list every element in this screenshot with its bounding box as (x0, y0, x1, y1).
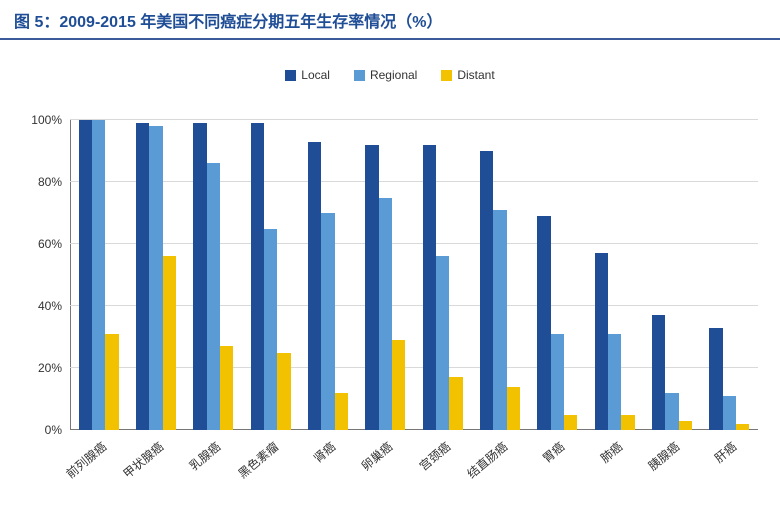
bar-regional (608, 334, 621, 430)
bar-local (709, 328, 722, 430)
title-bar: 图 5：2009-2015 年美国不同癌症分期五年生存率情况（%） (0, 0, 780, 40)
bar-local (595, 253, 608, 430)
y-tick-label: 80% (38, 175, 70, 189)
bar-group (652, 120, 692, 430)
x-tick-label: 乳腺癌 (186, 438, 225, 474)
bar-group (365, 120, 405, 430)
bar-distant (335, 393, 348, 430)
bar-local (480, 151, 493, 430)
bar-distant (105, 334, 118, 430)
bar-local (136, 123, 149, 430)
bar-distant (392, 340, 405, 430)
x-tick-label: 结直肠癌 (463, 438, 511, 482)
legend-label-distant: Distant (457, 68, 494, 82)
bar-group (79, 120, 119, 430)
bar-distant (621, 415, 634, 431)
x-tick-label: 黑色素瘤 (234, 438, 282, 482)
plot-area: 0%20%40%60%80%100% (70, 120, 758, 430)
x-tick-label: 宫颈癌 (415, 438, 454, 474)
legend-label-regional: Regional (370, 68, 417, 82)
x-tick-label: 胰腺癌 (644, 438, 683, 474)
bar-distant (163, 256, 176, 430)
bar-regional (493, 210, 506, 430)
x-tick-label: 肝癌 (711, 438, 740, 466)
bar-regional (264, 229, 277, 431)
x-tick-label: 肾癌 (310, 438, 339, 466)
bar-regional (723, 396, 736, 430)
bar-group (595, 120, 635, 430)
bar-group (480, 120, 520, 430)
legend-swatch-distant (441, 70, 452, 81)
x-tick-label: 前列腺癌 (62, 438, 110, 482)
bar-regional (436, 256, 449, 430)
y-tick-label: 60% (38, 237, 70, 251)
bar-distant (679, 421, 692, 430)
legend: Local Regional Distant (0, 68, 780, 82)
x-tick-label: 肺癌 (596, 438, 625, 466)
bar-regional (551, 334, 564, 430)
bar-local (193, 123, 206, 430)
legend-swatch-local (285, 70, 296, 81)
bar-group (251, 120, 291, 430)
bar-group (537, 120, 577, 430)
y-tick-label: 40% (38, 299, 70, 313)
y-axis-line (70, 120, 71, 430)
bar-local (652, 315, 665, 430)
bar-distant (449, 377, 462, 430)
legend-item-regional: Regional (354, 68, 417, 82)
figure-title: 图 5：2009-2015 年美国不同癌症分期五年生存率情况（%） (14, 8, 766, 32)
legend-item-distant: Distant (441, 68, 494, 82)
y-tick-label: 20% (38, 361, 70, 375)
bar-group (308, 120, 348, 430)
bar-local (251, 123, 264, 430)
bar-local (79, 120, 92, 430)
legend-label-local: Local (301, 68, 330, 82)
x-tick-label: 卵巢癌 (358, 438, 397, 474)
y-tick-label: 100% (31, 113, 70, 127)
bar-regional (665, 393, 678, 430)
bar-local (365, 145, 378, 430)
bar-group (193, 120, 233, 430)
bar-distant (277, 353, 290, 431)
x-tick-label: 甲状腺癌 (119, 438, 167, 482)
bar-local (423, 145, 436, 430)
bar-distant (220, 346, 233, 430)
bar-regional (379, 198, 392, 431)
bar-distant (507, 387, 520, 430)
bar-group (709, 120, 749, 430)
y-tick-label: 0% (45, 423, 70, 437)
figure-container: 图 5：2009-2015 年美国不同癌症分期五年生存率情况（%） Local R… (0, 0, 780, 522)
bar-regional (321, 213, 334, 430)
bar-regional (149, 126, 162, 430)
legend-swatch-regional (354, 70, 365, 81)
bar-distant (564, 415, 577, 431)
bar-local (537, 216, 550, 430)
x-axis-labels: 前列腺癌甲状腺癌乳腺癌黑色素瘤肾癌卵巢癌宫颈癌结直肠癌胃癌肺癌胰腺癌肝癌 (70, 430, 758, 522)
bar-local (308, 142, 321, 430)
legend-item-local: Local (285, 68, 330, 82)
bar-regional (207, 163, 220, 430)
bar-group (423, 120, 463, 430)
bar-group (136, 120, 176, 430)
x-tick-label: 胃癌 (539, 438, 568, 466)
bar-regional (92, 120, 105, 430)
